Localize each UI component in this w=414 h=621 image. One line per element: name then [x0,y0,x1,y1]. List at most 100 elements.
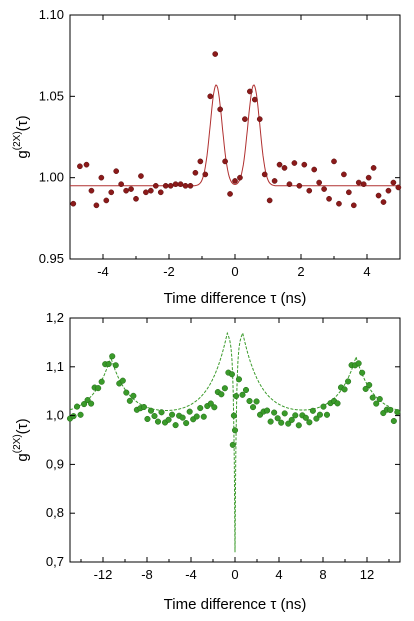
top-data-point [301,161,308,168]
top-data-point [197,158,204,165]
top-data-point [157,189,164,196]
top-data-point [276,161,283,168]
top-x-tick-label: 4 [363,264,370,279]
top-data-point [395,184,402,191]
top-data-point [256,116,263,122]
top-data-points [70,51,402,209]
bottom-x-tick-label: -12 [94,567,113,582]
bottom-data-point [387,406,394,414]
top-data-point [128,186,134,192]
bottom-data-point [302,414,309,421]
top-data-point [152,182,159,189]
bottom-x-axis-label: Time difference τ (ns) [164,596,307,613]
top-data-point [212,51,219,57]
top-x-axis-label: Time difference τ (ns) [164,290,307,307]
bottom-x-tick-label: 8 [319,567,326,582]
top-data-point [271,178,278,184]
top-fit-line [70,84,400,187]
top-y-ticks: 0.95 1.00 1.05 1.10 [39,7,400,266]
top-y-tick-label: 1.00 [39,170,64,185]
bottom-data-point [221,385,228,392]
top-data-point [123,187,129,194]
top-data-point [311,166,318,173]
top-data-point [217,106,223,113]
top-data-point [93,202,100,209]
top-x-tick-label: -2 [163,264,175,279]
bottom-x-tick-label: -4 [185,567,197,582]
top-data-point [167,182,174,189]
top-data-point [365,174,372,181]
top-data-point [346,189,352,196]
bottom-y-tick-label: 1,1 [46,359,64,374]
bottom-data-point [376,396,383,403]
top-data-point [355,179,362,186]
top-data-point [172,181,179,188]
top-data-point [316,179,322,186]
top-y-tick-label: 1.10 [39,7,64,22]
bottom-data-point [81,401,88,408]
top-data-point [350,202,357,209]
bottom-data-point [130,392,137,399]
bottom-data-point [151,412,158,420]
bottom-data-point [366,381,373,389]
top-data-point [360,181,367,188]
bottom-x-tick-label: -8 [141,567,153,582]
top-data-point [162,182,169,189]
bottom-data-point [211,404,218,411]
bottom-data-point [267,418,274,425]
bottom-data-point [253,398,260,405]
bottom-data-point [98,378,105,385]
bottom-data-point [147,407,155,414]
bottom-data-point [359,369,366,376]
top-data-point [380,199,387,205]
top-data-point [375,192,382,199]
bottom-y-ticks: 0,7 0,8 0,9 1,0 1,1 1,2 [46,310,400,569]
top-data-point [98,174,105,181]
top-data-point [118,181,125,188]
bottom-data-point [271,409,278,416]
top-data-point [192,169,199,176]
bottom-data-point [193,413,200,420]
top-data-point [182,182,189,189]
top-data-point [83,161,90,168]
top-x-tick-label: -4 [97,264,109,279]
bottom-data-point [320,403,327,410]
bottom-y-tick-label: 0,8 [46,505,64,520]
bottom-data-point [144,415,151,423]
top-data-point [370,165,377,171]
bottom-data-point [233,393,240,400]
bottom-data-point [218,391,225,398]
bottom-y-tick-label: 1,0 [46,408,64,423]
bottom-data-point [229,441,236,448]
bottom-data-point [183,420,190,427]
bottom-data-point [264,407,271,414]
bottom-data-point [105,360,112,368]
top-data-point [177,181,184,188]
bottom-chart: 0,7 0,8 0,9 1,0 1,1 1,2 -12 -8 -4 0 4 8 12 Time dif… [12,310,401,613]
bottom-data-point [334,400,341,407]
bottom-data-point [274,415,281,422]
top-x-tick-label: 2 [297,264,304,279]
bottom-data-point [362,385,369,392]
bottom-data-point [186,408,193,415]
top-data-point [227,191,233,197]
bottom-data-point [231,427,239,434]
top-data-point [390,179,397,186]
bottom-data-point [313,415,320,422]
bottom-data-point [341,386,348,393]
bottom-fit-line [69,331,401,553]
bottom-data-point [172,422,179,429]
top-x-ticks: -4 -2 0 2 4 [69,15,401,279]
top-plot-frame [69,14,401,260]
bottom-data-point [242,386,250,394]
bottom-data-point [281,410,288,417]
top-data-point [242,116,248,122]
top-data-point [103,197,110,204]
bottom-y-axis-label: g(2X)(τ) [12,418,31,461]
bottom-data-point [239,391,246,398]
bottom-data-point [309,407,316,414]
top-data-point [326,195,332,202]
top-data-point [336,200,342,207]
bottom-y-tick-label: 1,2 [46,310,64,325]
top-data-point [341,171,347,178]
